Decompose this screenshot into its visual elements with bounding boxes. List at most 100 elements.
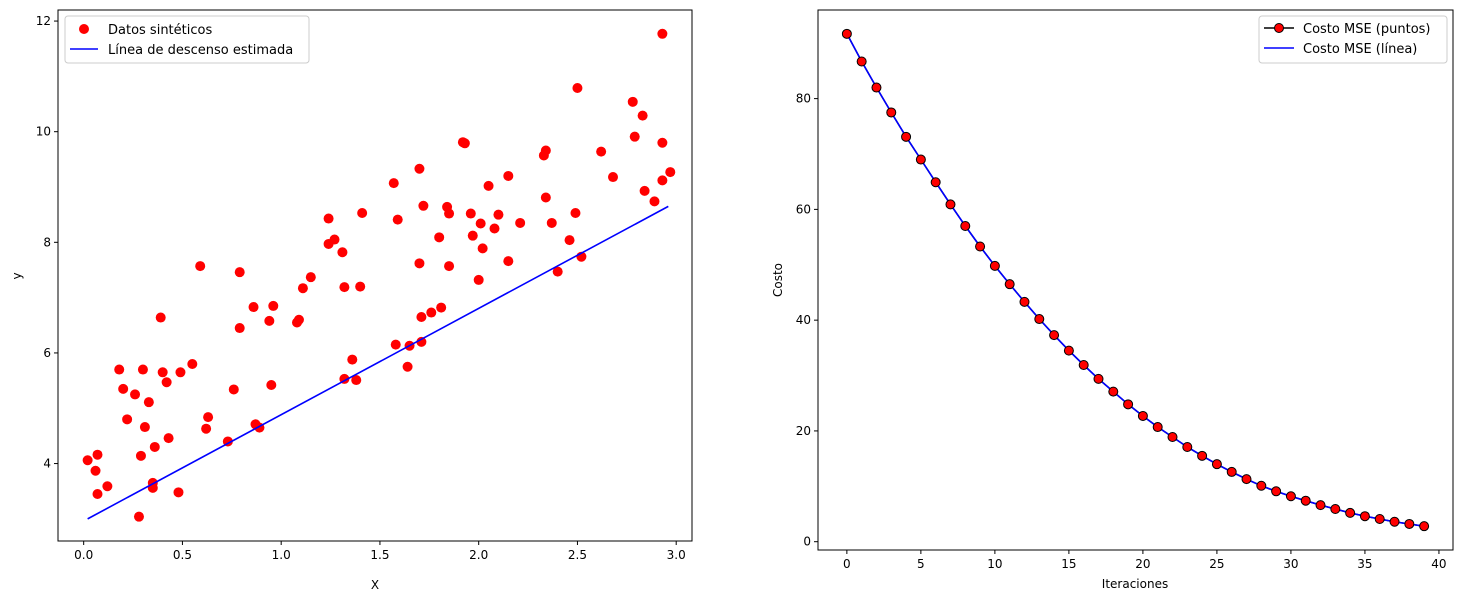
data-point: [444, 208, 455, 219]
data-point: [161, 377, 172, 388]
data-point: [414, 258, 425, 269]
data-point: [489, 223, 500, 234]
cost-point-marker: [1256, 480, 1267, 491]
cost-point-marker: [1300, 495, 1311, 506]
chart-right-legend: Costo MSE (puntos) Costo MSE (línea): [1258, 15, 1448, 64]
cost-point-marker: [886, 107, 897, 118]
data-point: [515, 217, 526, 228]
cost-point-marker: [1167, 432, 1178, 443]
legend-label-costo-puntos: Costo MSE (puntos): [1303, 22, 1431, 37]
chart-right-x-tick-label: 5: [917, 557, 925, 571]
data-point: [323, 213, 334, 224]
data-point: [357, 207, 368, 218]
data-point: [135, 450, 146, 461]
data-point: [201, 423, 212, 434]
cost-point-marker: [960, 221, 971, 231]
legend-label-costo-linea: Costo MSE (línea): [1303, 42, 1417, 57]
cost-point-marker: [901, 131, 912, 142]
chart-right-axes-frame: [817, 9, 1454, 551]
chart-left-x-tick-label: 0.0: [74, 548, 93, 562]
cost-point-marker: [915, 154, 926, 165]
data-point: [572, 82, 583, 93]
chart-left-x-tick-label: 1.5: [370, 548, 389, 562]
chart-left-y-tick-label: 4: [43, 457, 51, 471]
data-point: [649, 196, 660, 207]
cost-point-marker: [1004, 279, 1015, 290]
data-point: [143, 397, 154, 408]
chart-left-marks: [82, 28, 676, 522]
data-point: [426, 307, 437, 318]
data-point: [155, 312, 166, 323]
cost-point-marker: [1049, 330, 1060, 341]
chart-right-x-tick-label: 25: [1209, 557, 1224, 571]
cost-point-marker: [1123, 399, 1134, 410]
cost-point-marker: [1330, 504, 1341, 515]
data-point: [248, 302, 259, 313]
data-point: [351, 375, 362, 386]
chart-right-x-tick-label: 30: [1283, 557, 1298, 571]
cost-point-marker: [1078, 360, 1089, 371]
data-point: [657, 28, 668, 39]
data-point: [596, 146, 607, 157]
cost-line: [846, 33, 1425, 527]
chart-right-y-tick-label: 20: [796, 424, 811, 438]
data-point: [133, 511, 144, 522]
cost-point-marker: [1359, 511, 1370, 522]
chart-right-marks: [841, 28, 1430, 532]
cost-point-marker: [989, 260, 1000, 271]
chart-right-y-ticks: 0 20 40 60 80: [796, 92, 818, 549]
data-point: [416, 311, 427, 322]
chart-right-x-tick-label: 10: [987, 557, 1002, 571]
data-point: [337, 247, 348, 258]
data-point: [234, 323, 245, 334]
data-point: [552, 266, 563, 277]
cost-point-marker: [1271, 486, 1282, 497]
data-point: [118, 383, 129, 394]
data-point: [418, 200, 429, 211]
cost-point-marker: [1285, 491, 1296, 502]
cost-point-marker: [1108, 386, 1119, 397]
data-point: [203, 412, 214, 423]
cost-point-marker: [856, 56, 867, 67]
legend-label-linea-descenso: Línea de descenso estimada: [108, 43, 293, 58]
data-point: [329, 234, 340, 245]
chart-left-y-tick-label: 12: [36, 14, 51, 28]
data-point: [297, 283, 308, 294]
data-point: [434, 232, 445, 243]
data-point: [90, 465, 101, 476]
data-point: [627, 96, 638, 107]
chart-left-x-tick-label: 0.5: [173, 548, 192, 562]
cost-point-marker: [1152, 422, 1163, 433]
data-point: [173, 487, 184, 498]
data-point: [657, 175, 668, 186]
cost-point-marker: [1315, 500, 1326, 511]
data-point: [264, 315, 275, 326]
data-point: [503, 256, 514, 267]
chart-left-x-tick-label: 1.0: [272, 548, 291, 562]
data-point: [657, 137, 668, 148]
data-point: [564, 235, 575, 246]
data-point: [102, 481, 113, 492]
data-point: [639, 185, 650, 196]
data-point: [92, 449, 103, 460]
data-point: [483, 180, 494, 191]
data-point: [477, 243, 488, 254]
cost-point-marker: [945, 199, 956, 210]
chart-left-x-ticks: 0.0 0.5 1.0 1.5 2.0 2.5 3.0: [74, 541, 686, 562]
data-point: [416, 336, 427, 347]
data-point: [114, 364, 125, 375]
chart-left-x-tick-label: 3.0: [667, 548, 686, 562]
cost-point-marker: [1345, 507, 1356, 518]
chart-right-legend-box: [1258, 15, 1448, 64]
data-point: [467, 230, 478, 241]
chart-right-x-tick-label: 15: [1061, 557, 1076, 571]
chart-right-x-ticks: 0 5 10 15 20 25 30 35 40: [843, 550, 1447, 571]
chart-right-y-tick-label: 0: [803, 535, 811, 549]
data-point: [475, 218, 486, 229]
chart-left-y-axis-label: y: [10, 272, 24, 279]
chart-right-y-tick-label: 40: [796, 313, 811, 327]
chart-right-y-axis-label: Costo: [771, 263, 785, 297]
data-point: [92, 488, 103, 499]
chart-left-x-tick-label: 2.5: [568, 548, 587, 562]
